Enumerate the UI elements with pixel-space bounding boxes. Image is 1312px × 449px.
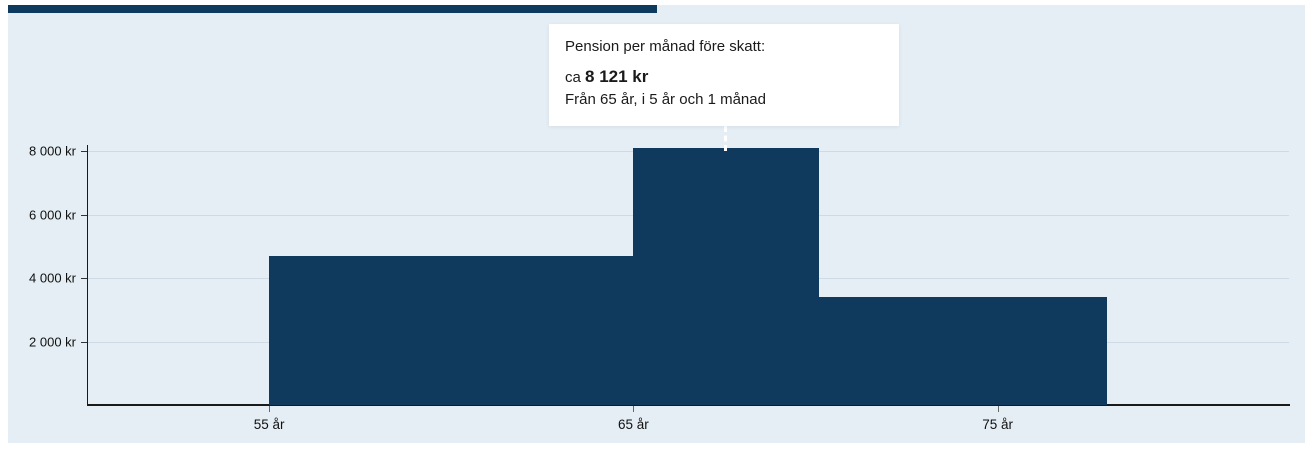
x-axis-tick: [633, 406, 635, 412]
chart-bar-segment-1[interactable]: [633, 147, 819, 405]
x-tick-label: 75 år: [982, 417, 1013, 432]
x-axis-tick: [269, 406, 271, 412]
chart-bar-segment-0[interactable]: [269, 255, 634, 405]
x-tick-label: 55 år: [253, 417, 285, 432]
y-axis-tick: [81, 278, 87, 280]
y-axis-tick: [81, 151, 87, 153]
gridline: [87, 151, 1289, 153]
top-accent-bar: [8, 5, 657, 13]
chart-bar-segment-2[interactable]: [818, 297, 1107, 405]
y-axis-line: [87, 145, 88, 405]
tooltip-value-amount: 8 121 kr: [585, 67, 649, 86]
y-axis-tick: [81, 341, 87, 343]
gridline: [87, 341, 1289, 343]
gridline: [87, 278, 1289, 280]
pension-step-chart: 2 000 kr 4 000 kr 6 000 kr 8 000 kr 55 år 65 …: [29, 144, 1290, 432]
chart-tooltip: Pension per månad före skatt: ca 8 121 k…: [549, 24, 899, 126]
tooltip-connector-line: [724, 126, 728, 151]
y-tick-label: 2 000 kr: [29, 334, 76, 350]
gridline: [87, 214, 1289, 216]
y-axis-tick: [81, 214, 87, 216]
x-tick-label: 65 år: [617, 417, 649, 432]
x-axis-line: [87, 404, 1290, 406]
x-axis-tick: [997, 406, 999, 412]
tooltip-range: Från 65 år, i 5 år och 1 månad: [565, 91, 766, 108]
y-tick-label: 4 000 kr: [29, 270, 76, 286]
tooltip-value: ca 8 121 kr: [565, 66, 883, 89]
y-tick-label: 6 000 kr: [29, 207, 76, 223]
tooltip-title: Pension per månad före skatt:: [565, 38, 766, 55]
y-tick-label: 8 000 kr: [29, 143, 76, 159]
tooltip-value-prefix: ca: [565, 69, 586, 86]
